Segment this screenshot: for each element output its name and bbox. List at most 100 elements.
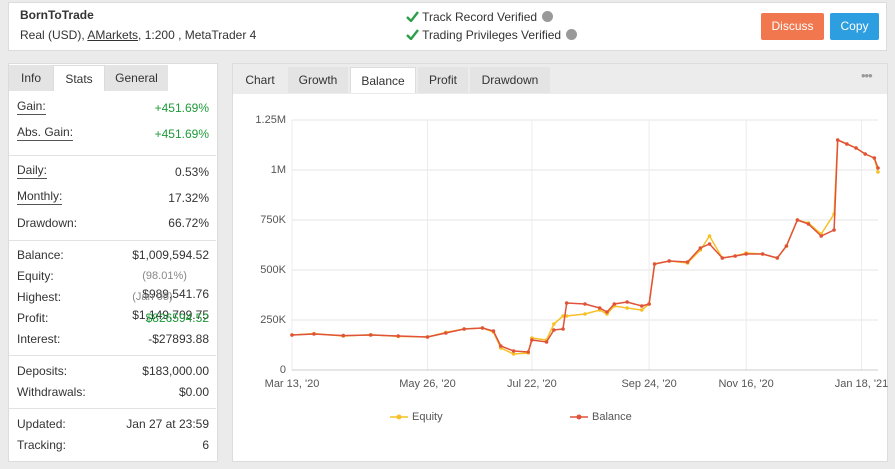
point	[561, 327, 565, 331]
tab[interactable]: Profit	[418, 67, 468, 93]
point	[685, 260, 690, 264]
tab[interactable]: Balance	[350, 67, 416, 93]
x-tick-label: Sep 24, '20	[621, 378, 676, 390]
stat-row: Abs. Gain: +451.69%	[17, 125, 209, 143]
point	[597, 306, 602, 310]
point	[625, 306, 629, 310]
menu-icon[interactable]: •••	[861, 68, 873, 83]
broker-link[interactable]: AMarkets	[87, 28, 139, 42]
stat-row: Balance: $1,009,594.52	[17, 246, 209, 264]
x-tick-label: Nov 16, '20	[718, 378, 773, 390]
point	[744, 252, 748, 256]
stat-label[interactable]: Gain:	[17, 99, 46, 115]
point	[341, 333, 346, 338]
point	[526, 350, 531, 354]
legend-dot	[396, 414, 402, 420]
stat-label[interactable]: Abs. Gain:	[17, 125, 74, 141]
point	[312, 332, 316, 336]
tab[interactable]: Info	[9, 65, 53, 91]
x-tick-label: Mar 13, '20	[265, 378, 320, 390]
info-icon[interactable]	[566, 29, 578, 40]
stat-label: Highest:	[17, 290, 62, 304]
stat-value: 66.72%	[168, 214, 209, 232]
stat-row: Drawdown: 66.72%	[17, 214, 209, 232]
stat-label: Profit:	[17, 311, 49, 325]
x-tick-label: Jul 22, '20	[507, 378, 557, 390]
stat-row: Interest: -$27893.88	[17, 330, 209, 348]
point	[480, 326, 485, 330]
tab[interactable]: General	[105, 65, 168, 91]
point	[511, 352, 516, 356]
point	[647, 302, 651, 306]
point	[775, 256, 780, 260]
point	[290, 333, 294, 337]
legend-label: Balance	[592, 411, 632, 423]
stat-label[interactable]: Monthly:	[17, 189, 63, 205]
stat-number: $1,009,594.52	[132, 248, 209, 262]
stat-note: (98.01%)	[142, 270, 187, 282]
y-tick-label: 1M	[271, 164, 286, 176]
stat-value: +451.69%	[155, 99, 209, 117]
point	[863, 152, 867, 156]
stat-number: $183,000.00	[142, 364, 209, 378]
point	[806, 222, 811, 226]
point	[625, 300, 629, 304]
stat-label[interactable]: Daily:	[17, 163, 48, 179]
tab[interactable]: Stats	[53, 65, 105, 91]
stat-row: Profit: $826594.52	[17, 309, 209, 327]
stat-row: Equity: (98.01%) $989,541.76	[17, 267, 209, 301]
stats-panel	[8, 63, 218, 462]
account-title: BornToTrade	[20, 8, 94, 22]
stat-number: $1,149,709.75	[132, 308, 209, 322]
stat-value: 6	[202, 436, 209, 454]
stat-value: (Jan 05) $1,149,709.75	[132, 288, 209, 324]
stat-row: Gain: +451.69%	[17, 99, 209, 117]
stat-value: 17.32%	[168, 189, 209, 207]
series-line	[291, 138, 879, 353]
tab[interactable]: Drawdown	[470, 67, 550, 93]
separator	[9, 240, 216, 241]
point	[544, 340, 549, 344]
y-tick-label: 750K	[260, 214, 286, 226]
stat-label: Withdrawals:	[17, 385, 86, 399]
point	[795, 218, 800, 222]
x-tick-label: Jan 18, '21	[835, 378, 888, 390]
point	[583, 302, 587, 306]
stat-value: -$27893.88	[148, 330, 209, 348]
verified-1: Track Record Verified	[406, 10, 554, 24]
point	[425, 335, 430, 339]
stat-note: (Jan 05)	[132, 291, 173, 303]
point	[707, 242, 712, 246]
point	[564, 301, 569, 305]
y-tick-label: 1.25M	[255, 114, 286, 126]
point	[876, 170, 880, 174]
stat-value: $183,000.00	[142, 362, 209, 380]
point	[583, 312, 587, 316]
separator	[9, 355, 216, 356]
legend-label: Equity	[412, 411, 443, 423]
chart-panel	[232, 63, 888, 462]
button[interactable]: Copy	[830, 13, 879, 40]
stat-label: Interest:	[17, 332, 61, 346]
stat-value: +451.69%	[155, 125, 209, 143]
stat-number: 6	[202, 438, 209, 452]
stat-value: $0.00	[179, 383, 209, 401]
series-line	[291, 138, 879, 355]
tab[interactable]: Growth	[288, 67, 348, 93]
y-tick-label: 500K	[260, 264, 286, 276]
point	[444, 331, 448, 335]
point	[733, 254, 737, 258]
point	[530, 338, 534, 342]
tab[interactable]: Chart	[245, 73, 275, 87]
verified-2: Trading Privileges Verified	[406, 28, 578, 42]
stat-row: Deposits: $183,000.00	[17, 362, 209, 380]
info-icon[interactable]	[542, 11, 554, 22]
button[interactable]: Discuss	[761, 13, 824, 40]
stat-number: 17.32%	[168, 191, 209, 205]
account-details: , 1:200 , MetaTrader 4	[138, 28, 257, 42]
point	[498, 344, 503, 348]
point	[876, 166, 880, 170]
point	[491, 329, 496, 333]
